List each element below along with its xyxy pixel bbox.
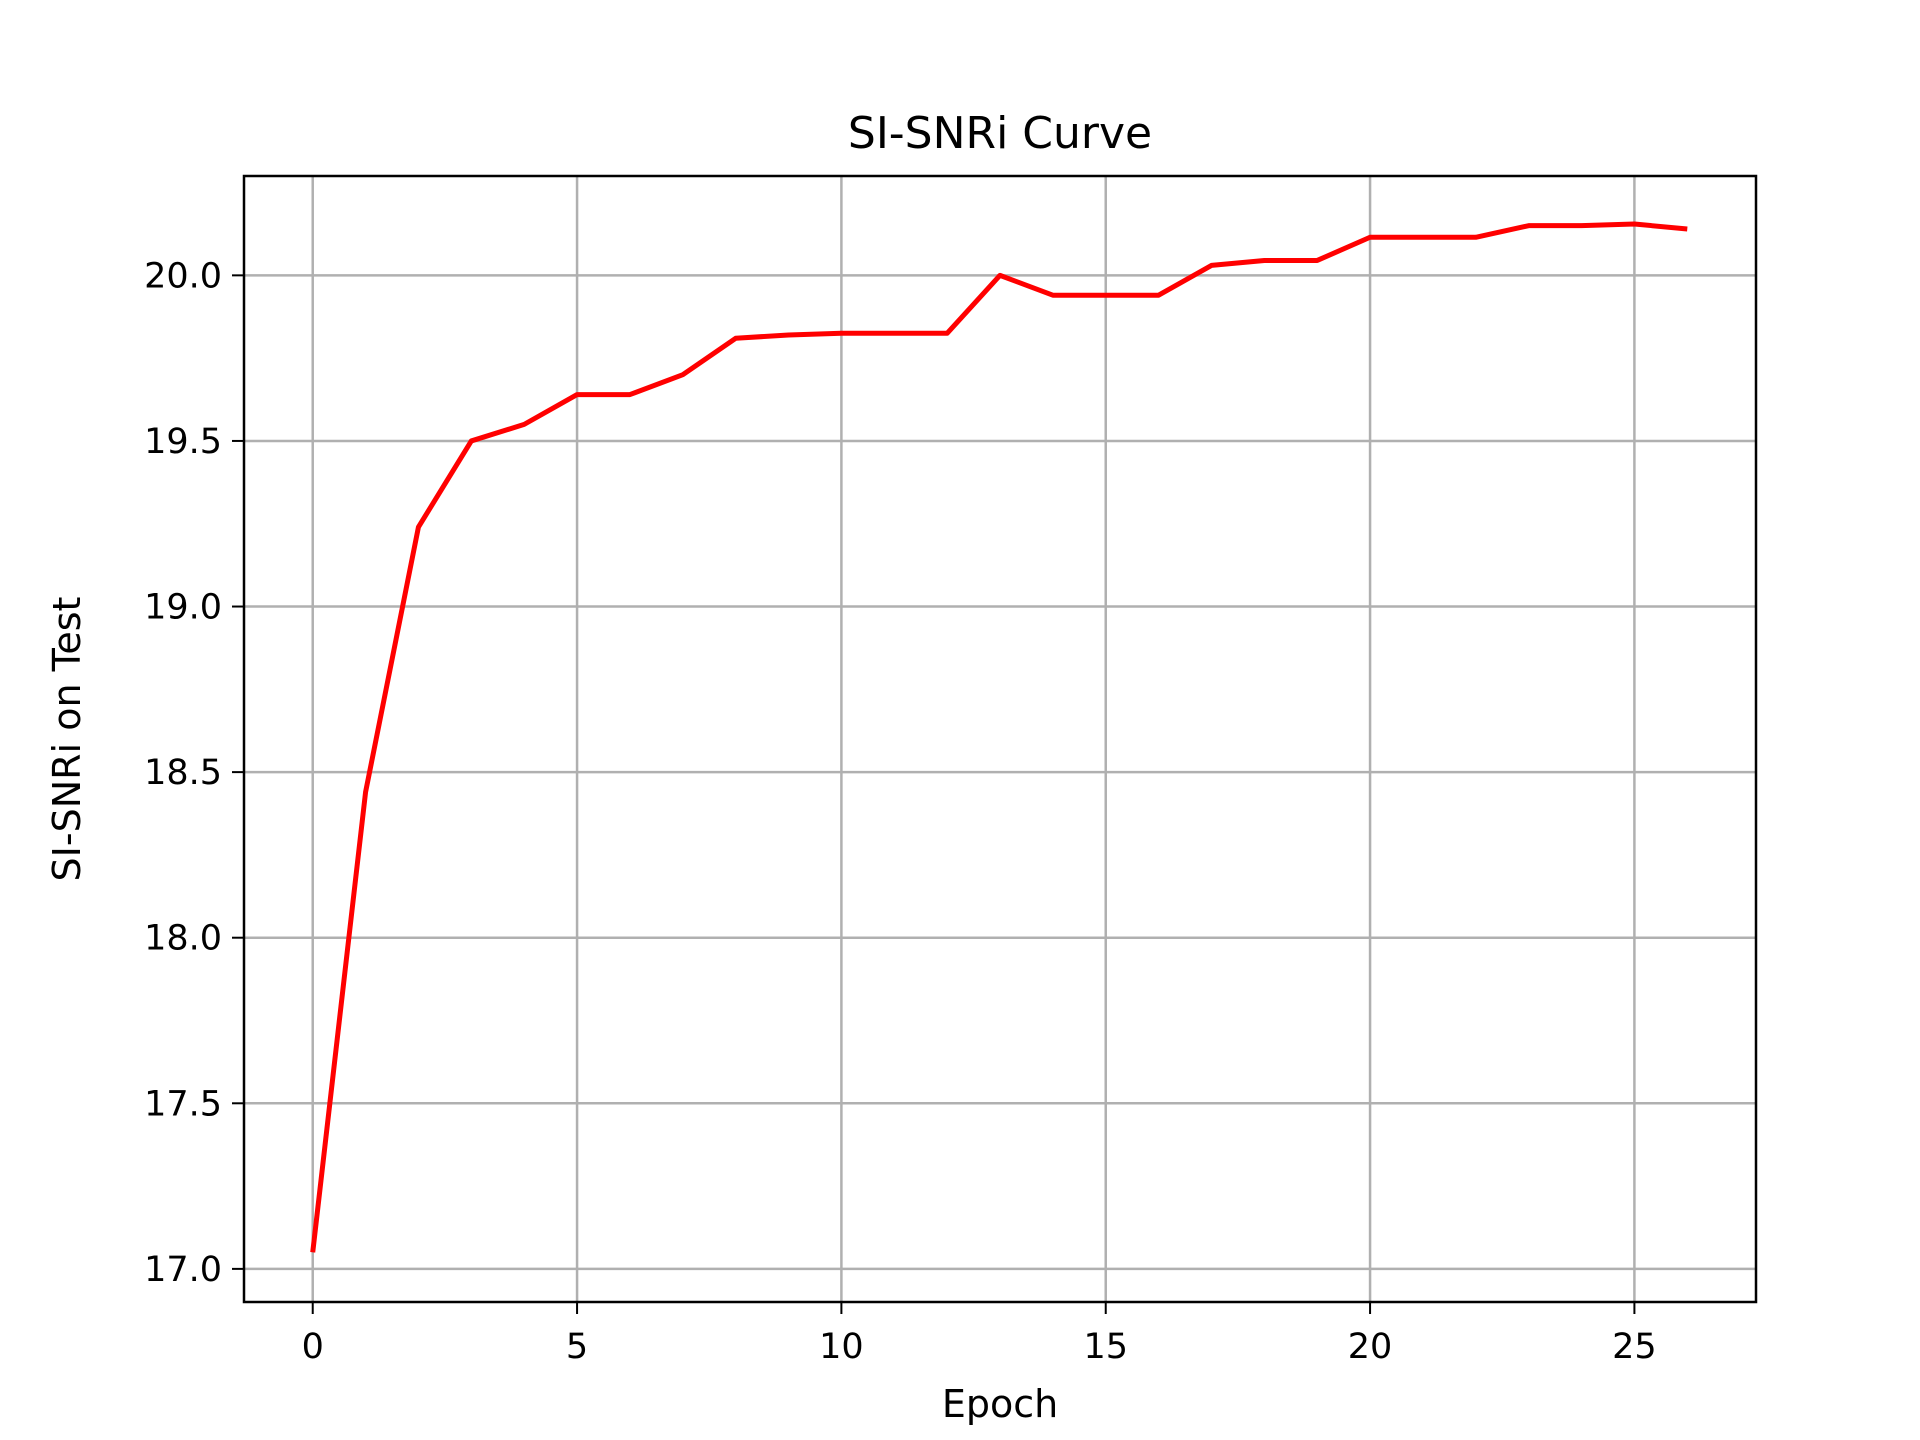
y-tick-label: 18.0 bbox=[144, 919, 222, 959]
x-tick-label: 20 bbox=[1348, 1327, 1393, 1367]
chart-title: SI-SNRi Curve bbox=[848, 108, 1152, 159]
y-tick-label: 19.5 bbox=[144, 422, 222, 462]
plot-frame bbox=[242, 174, 1758, 1304]
x-tick-label: 10 bbox=[819, 1327, 864, 1367]
x-axis-label: Epoch bbox=[942, 1382, 1058, 1426]
y-tick-label: 17.5 bbox=[144, 1084, 222, 1124]
y-tick-label: 17.0 bbox=[144, 1250, 222, 1290]
y-tick-label: 20.0 bbox=[144, 256, 222, 296]
x-tick-label: 0 bbox=[302, 1327, 324, 1367]
series-line bbox=[310, 221, 1688, 1253]
x-tick-label: 5 bbox=[566, 1327, 588, 1367]
ticks: 0 5 10 15 20 25 17.0 17.5 18.0 18.5 19.0 19.5 20.0 bbox=[144, 256, 1657, 1367]
series-layer bbox=[310, 221, 1688, 1253]
y-tick-label: 19.0 bbox=[144, 588, 222, 628]
y-tick-label: 18.5 bbox=[144, 753, 222, 793]
y-axis-label: SI-SNRi on Test bbox=[45, 597, 89, 882]
x-tick-label: 15 bbox=[1083, 1327, 1128, 1367]
x-tick-label: 25 bbox=[1612, 1327, 1657, 1367]
